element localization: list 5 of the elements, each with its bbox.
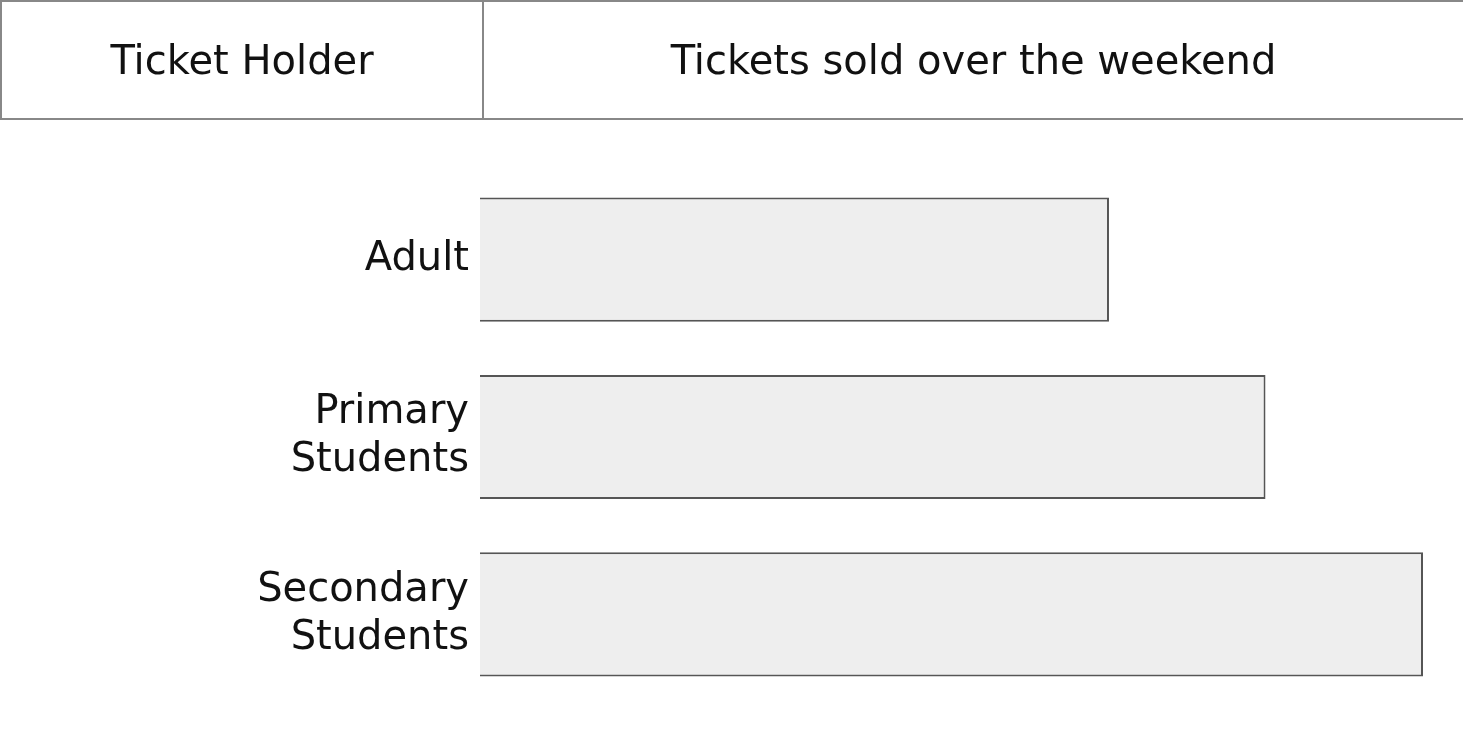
y-tick-label: Adult	[364, 233, 469, 280]
y-axis-title: Ticket Holder	[0, 2, 484, 118]
y-tick-label: Primary Students	[290, 386, 469, 481]
y-tick-label: Secondary Students	[257, 563, 469, 658]
chart-title: Tickets sold over the weekend	[669, 36, 1278, 85]
